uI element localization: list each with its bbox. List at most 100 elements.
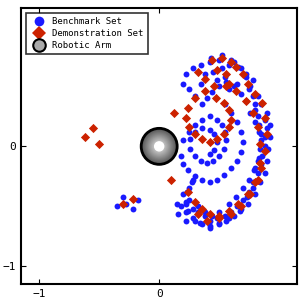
Point bbox=[247, 86, 252, 91]
Circle shape bbox=[151, 138, 168, 155]
Point bbox=[247, 189, 252, 194]
Point bbox=[235, 204, 240, 209]
Point bbox=[178, 154, 183, 159]
Point bbox=[267, 122, 272, 127]
Point bbox=[207, 60, 212, 65]
Point bbox=[236, 65, 241, 69]
Point bbox=[212, 84, 217, 89]
Point bbox=[200, 118, 205, 122]
Point bbox=[193, 96, 198, 101]
Point bbox=[186, 168, 190, 173]
Point bbox=[202, 89, 207, 94]
Point bbox=[238, 206, 243, 211]
Point bbox=[229, 118, 234, 122]
Point bbox=[226, 86, 231, 91]
Point bbox=[202, 77, 207, 82]
Point bbox=[135, 198, 140, 203]
Point bbox=[176, 211, 181, 216]
Point bbox=[222, 101, 226, 106]
Point bbox=[178, 204, 183, 209]
Point bbox=[200, 126, 205, 131]
Point bbox=[214, 137, 219, 142]
Point bbox=[262, 134, 267, 139]
Circle shape bbox=[144, 131, 175, 162]
Point bbox=[193, 132, 198, 137]
Point bbox=[200, 206, 205, 211]
Point bbox=[212, 132, 217, 137]
Circle shape bbox=[152, 139, 167, 154]
Point bbox=[229, 211, 234, 216]
Point bbox=[234, 194, 239, 199]
Point bbox=[255, 170, 260, 175]
Point bbox=[234, 65, 239, 69]
Point bbox=[235, 81, 240, 86]
Point bbox=[202, 72, 207, 77]
Point bbox=[246, 202, 250, 207]
Point bbox=[262, 149, 267, 154]
Point bbox=[181, 192, 186, 197]
Point bbox=[256, 122, 261, 127]
Point bbox=[255, 177, 260, 182]
Point bbox=[207, 223, 212, 228]
Point bbox=[207, 211, 212, 216]
Point bbox=[224, 72, 229, 77]
Point bbox=[241, 186, 246, 191]
Point bbox=[265, 126, 270, 131]
Point bbox=[259, 138, 264, 143]
Point bbox=[253, 120, 258, 125]
Point bbox=[121, 202, 126, 207]
Point bbox=[223, 102, 228, 107]
Point bbox=[171, 110, 176, 115]
Point bbox=[186, 189, 190, 194]
Point bbox=[190, 206, 195, 211]
Point bbox=[207, 127, 212, 132]
Point bbox=[208, 55, 213, 60]
Point bbox=[198, 221, 203, 226]
Point bbox=[262, 144, 267, 149]
Point bbox=[202, 214, 207, 218]
Point bbox=[97, 141, 102, 146]
Point bbox=[183, 218, 188, 223]
Point bbox=[259, 102, 264, 107]
Point bbox=[222, 146, 226, 151]
Point bbox=[259, 162, 264, 167]
Point bbox=[200, 102, 205, 107]
Point bbox=[238, 150, 243, 155]
Point bbox=[231, 84, 236, 89]
Point bbox=[223, 214, 228, 218]
Point bbox=[193, 174, 198, 179]
Point bbox=[183, 202, 188, 207]
Legend: Benchmark Set, Demonstration Set, Robotic Arm: Benchmark Set, Demonstration Set, Roboti… bbox=[26, 13, 148, 54]
Point bbox=[188, 146, 193, 151]
Circle shape bbox=[150, 137, 169, 156]
Point bbox=[214, 216, 219, 221]
Point bbox=[258, 161, 262, 166]
Point bbox=[200, 177, 205, 182]
Point bbox=[188, 137, 193, 142]
Point bbox=[243, 72, 248, 77]
Point bbox=[250, 180, 255, 185]
Point bbox=[262, 170, 267, 175]
Point bbox=[250, 110, 255, 115]
Point bbox=[250, 94, 255, 99]
Point bbox=[260, 154, 265, 159]
Point bbox=[231, 214, 236, 218]
Point bbox=[181, 138, 186, 143]
Point bbox=[252, 168, 256, 173]
Point bbox=[226, 125, 231, 130]
Point bbox=[219, 53, 224, 58]
Point bbox=[224, 79, 229, 84]
Point bbox=[224, 138, 229, 143]
Point bbox=[217, 58, 222, 62]
Point bbox=[199, 62, 204, 67]
Circle shape bbox=[155, 142, 164, 151]
Point bbox=[229, 58, 234, 62]
Point bbox=[236, 202, 241, 207]
Point bbox=[244, 194, 249, 199]
Point bbox=[265, 158, 270, 163]
Circle shape bbox=[142, 129, 176, 163]
Point bbox=[223, 129, 228, 134]
Point bbox=[130, 197, 135, 202]
Circle shape bbox=[146, 133, 172, 159]
Point bbox=[235, 120, 240, 125]
